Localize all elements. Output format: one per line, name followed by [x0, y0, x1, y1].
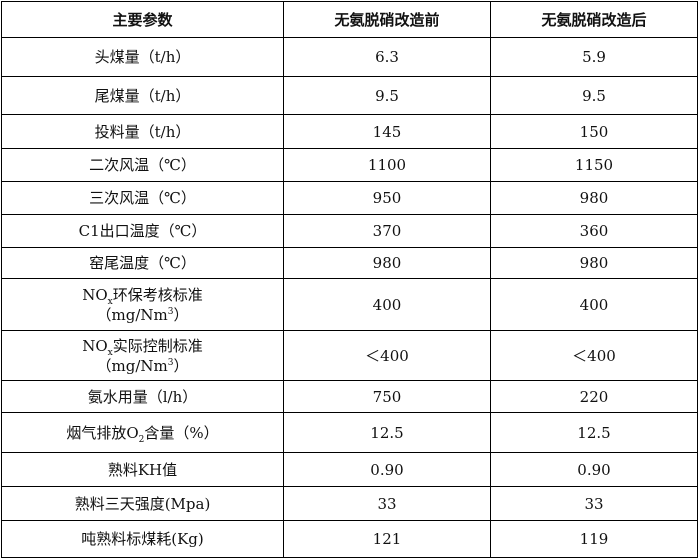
before-cell: 12.5 — [283, 412, 491, 453]
param-text: 烟气排放O — [66, 423, 139, 442]
param-text: NO — [82, 336, 108, 355]
param-text: 氨水用量（l/h） — [87, 387, 198, 406]
before-cell: 370 — [283, 214, 491, 248]
param-unit: （mg/Nm — [96, 305, 168, 324]
before-cell: 1100 — [283, 148, 491, 182]
table-row: 二次风温（℃） 1100 1150 — [1, 148, 698, 182]
table-row: 投料量（t/h） 145 150 — [1, 114, 698, 149]
param-cell: NOx实际控制标准 （mg/Nm3） — [1, 330, 284, 381]
param-cell: 投料量（t/h） — [1, 114, 284, 149]
before-cell: 9.5 — [283, 76, 491, 115]
param-unit: ） — [173, 305, 189, 324]
param-cell: 烟气排放O2含量（%） — [1, 412, 284, 453]
param-subscript: x — [107, 347, 113, 358]
before-cell: 145 — [283, 114, 491, 149]
param-cell: NOx环保考核标准 （mg/Nm3） — [1, 278, 284, 331]
param-text: 投料量（t/h） — [94, 122, 191, 141]
param-cell: 头煤量（t/h） — [1, 37, 284, 77]
header-row: 主要参数 无氨脱硝改造前 无氨脱硝改造后 — [1, 1, 698, 38]
before-cell: 6.3 — [283, 37, 491, 77]
param-text: C1出口温度（℃） — [78, 222, 207, 240]
param-text: 实际控制标准 — [112, 336, 203, 355]
param-text: 尾煤量（t/h） — [94, 86, 191, 105]
param-cell: 熟料三天强度(Mpa) — [1, 486, 284, 521]
param-text: 三次风温（℃） — [89, 189, 196, 207]
param-cell: 二次风温（℃） — [1, 148, 284, 182]
table-row: 窑尾温度（℃） 980 980 — [1, 247, 698, 279]
after-cell: 220 — [490, 380, 698, 413]
param-cell: 氨水用量（l/h） — [1, 380, 284, 413]
after-cell: 33 — [490, 486, 698, 521]
before-cell: 950 — [283, 181, 491, 215]
after-cell: 12.5 — [490, 412, 698, 453]
param-cell: 熟料KH值 — [1, 452, 284, 487]
param-unit: ） — [173, 356, 189, 375]
before-cell: 980 — [283, 247, 491, 279]
param-superscript: 3 — [167, 357, 174, 368]
before-cell: 33 — [283, 486, 491, 521]
after-cell: 150 — [490, 114, 698, 149]
table-row: 熟料KH值 0.90 0.90 — [1, 452, 698, 487]
after-cell: 0.90 — [490, 452, 698, 487]
after-cell: 400 — [490, 278, 698, 331]
param-cell: 吨熟料标煤耗(Kg) — [1, 520, 284, 558]
after-cell: 360 — [490, 214, 698, 248]
before-cell: ＜400 — [283, 330, 491, 381]
param-text: 窑尾温度（℃） — [89, 254, 196, 272]
header-before: 无氨脱硝改造前 — [283, 1, 491, 38]
param-cell: C1出口温度（℃） — [1, 214, 284, 248]
param-text: 熟料三天强度(Mpa) — [74, 494, 211, 513]
after-cell: 9.5 — [490, 76, 698, 115]
header-param: 主要参数 — [1, 1, 284, 38]
before-cell: 121 — [283, 520, 491, 558]
header-after: 无氨脱硝改造后 — [490, 1, 698, 38]
param-cell: 三次风温（℃） — [1, 181, 284, 215]
before-cell: 0.90 — [283, 452, 491, 487]
table-row: 三次风温（℃） 950 980 — [1, 181, 698, 215]
table-row: 烟气排放O2含量（%） 12.5 12.5 — [1, 412, 698, 453]
table-row: 熟料三天强度(Mpa) 33 33 — [1, 486, 698, 521]
param-text: NO — [82, 285, 108, 304]
after-cell: 980 — [490, 247, 698, 279]
before-cell: 750 — [283, 380, 491, 413]
table-row: 氨水用量（l/h） 750 220 — [1, 380, 698, 413]
after-cell: ＜400 — [490, 330, 698, 381]
param-superscript: 3 — [167, 306, 174, 317]
table-row: 吨熟料标煤耗(Kg) 121 119 — [1, 520, 698, 558]
param-text: 吨熟料标煤耗(Kg) — [81, 530, 204, 548]
table-row: 尾煤量（t/h） 9.5 9.5 — [1, 76, 698, 115]
before-cell: 400 — [283, 278, 491, 331]
after-cell: 119 — [490, 520, 698, 558]
param-text: 头煤量（t/h） — [94, 48, 191, 66]
after-cell: 5.9 — [490, 37, 698, 77]
table-row: NOx环保考核标准 （mg/Nm3） 400 400 — [1, 278, 698, 331]
param-cell: 窑尾温度（℃） — [1, 247, 284, 279]
after-cell: 1150 — [490, 148, 698, 182]
param-text: 二次风温（℃） — [89, 156, 196, 174]
table-row: NOx实际控制标准 （mg/Nm3） ＜400 ＜400 — [1, 330, 698, 381]
param-text: 熟料KH值 — [107, 460, 178, 479]
param-subscript: x — [107, 296, 113, 307]
param-text: 环保考核标准 — [112, 285, 203, 304]
param-text: 含量（%） — [144, 423, 219, 442]
after-cell: 980 — [490, 181, 698, 215]
table-row: C1出口温度（℃） 370 360 — [1, 214, 698, 248]
param-cell: 尾煤量（t/h） — [1, 76, 284, 115]
param-unit: （mg/Nm — [96, 356, 168, 375]
table-row: 头煤量（t/h） 6.3 5.9 — [1, 37, 698, 77]
param-subscript: 2 — [138, 434, 145, 445]
